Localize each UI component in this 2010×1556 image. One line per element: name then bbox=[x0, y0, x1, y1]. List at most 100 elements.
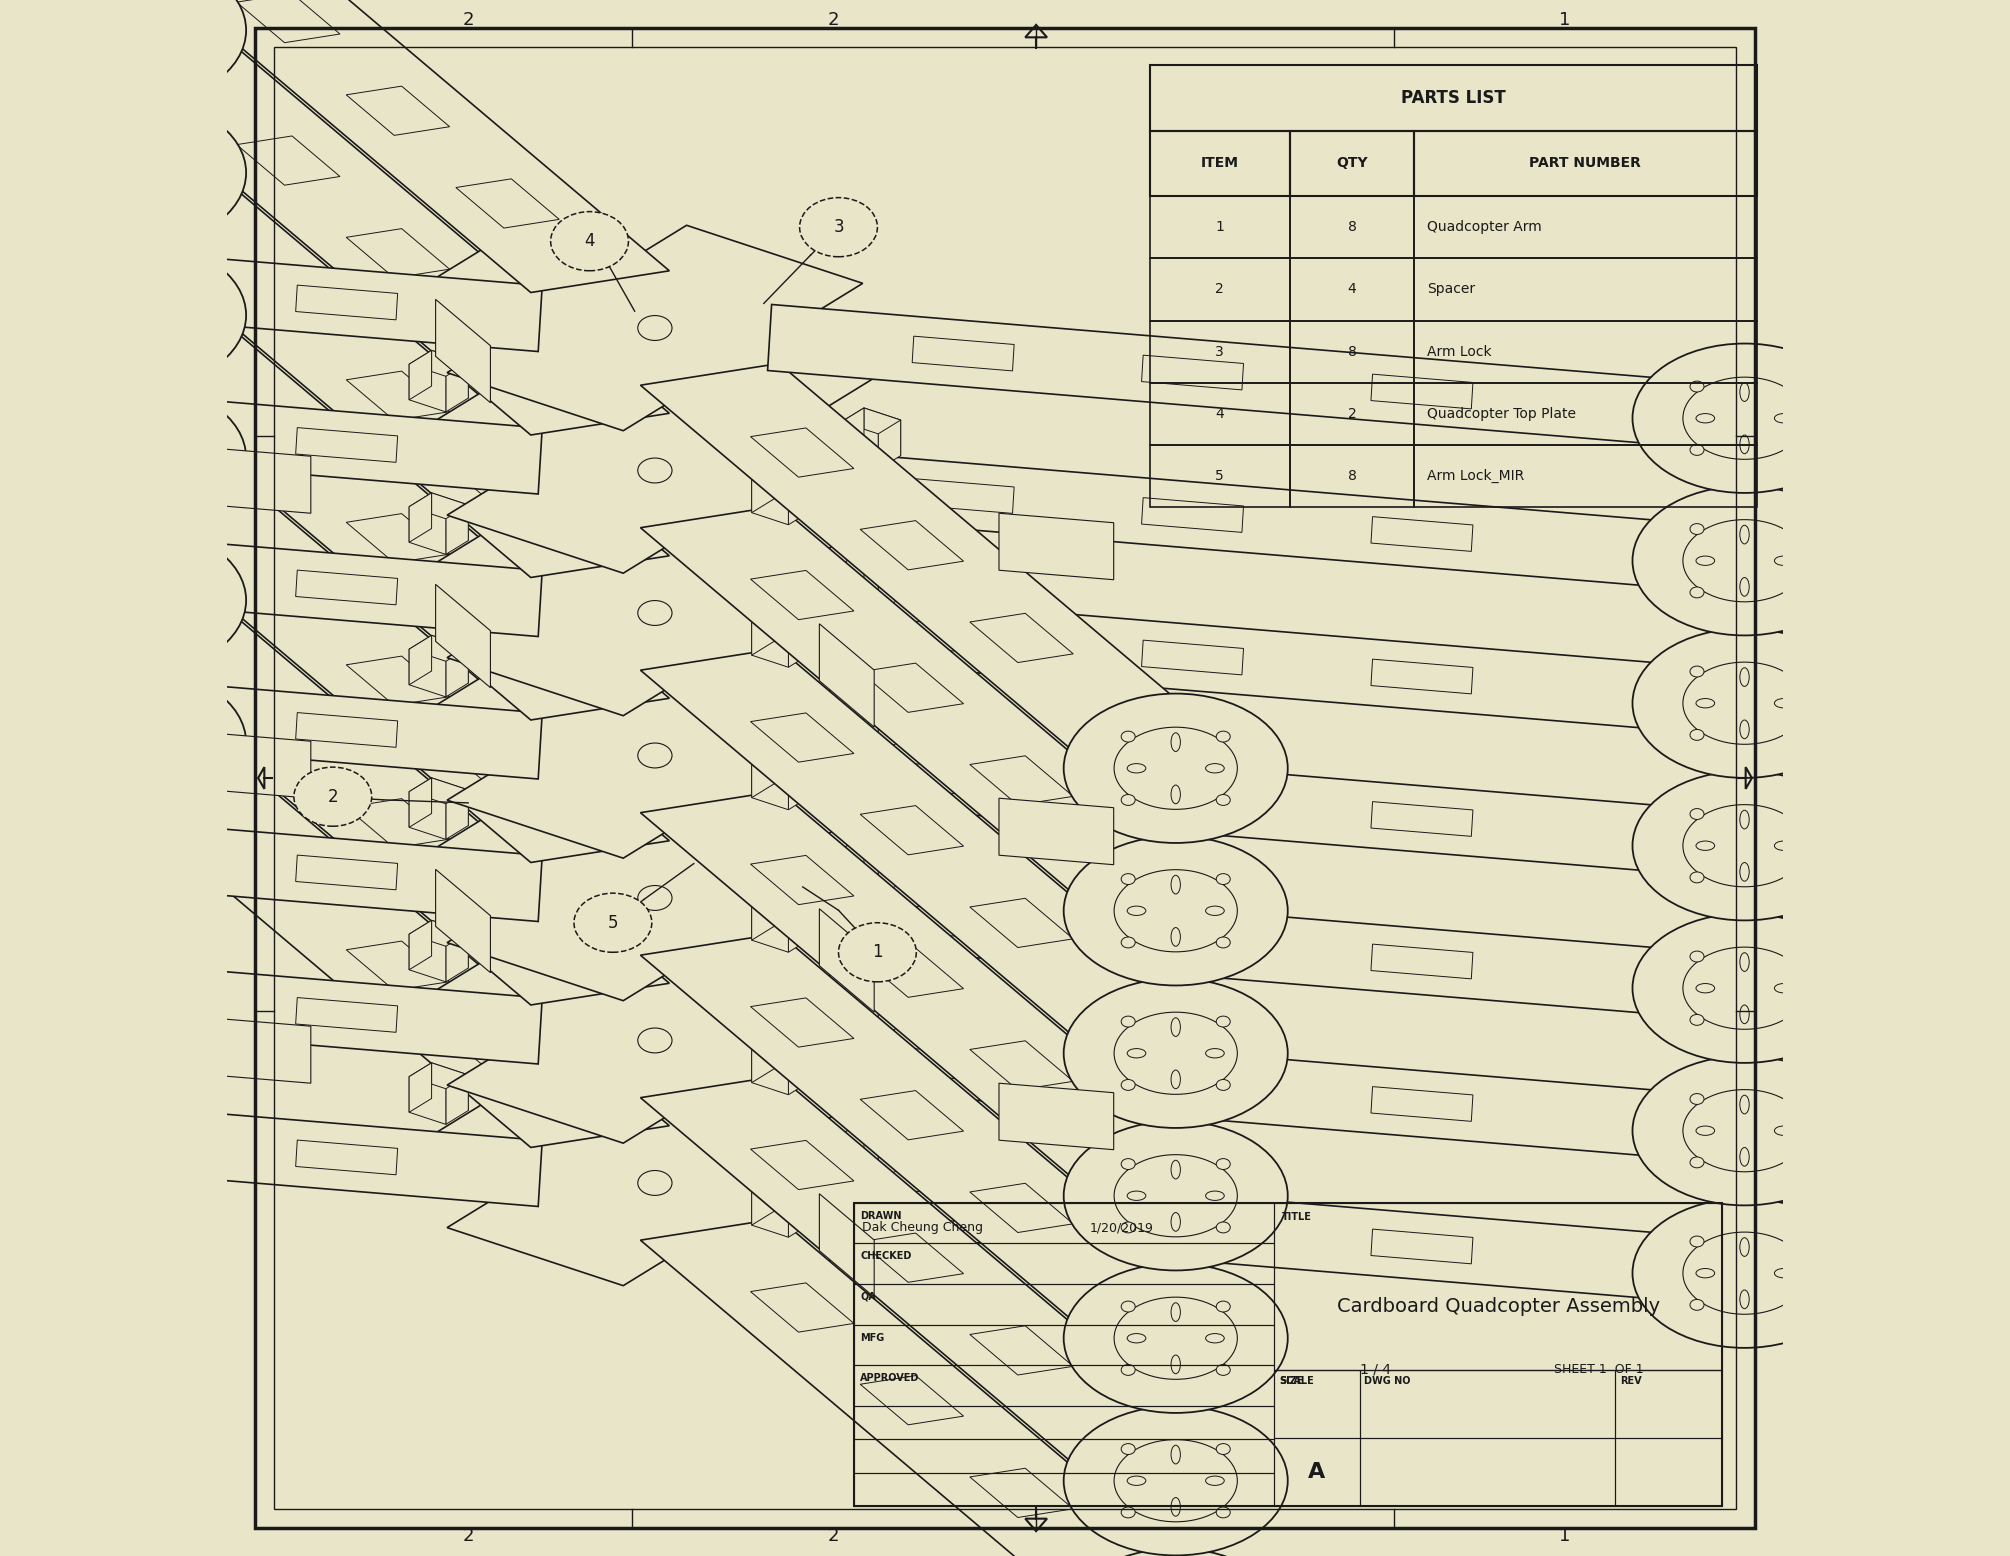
Ellipse shape bbox=[1775, 842, 1793, 851]
Ellipse shape bbox=[1216, 873, 1230, 884]
Ellipse shape bbox=[1128, 1333, 1146, 1343]
Ellipse shape bbox=[165, 168, 183, 177]
Text: ITEM: ITEM bbox=[1200, 157, 1238, 170]
Bar bbox=[1150, 65, 1757, 131]
Polygon shape bbox=[842, 977, 864, 1027]
Polygon shape bbox=[406, 510, 904, 716]
Polygon shape bbox=[774, 1176, 810, 1223]
Polygon shape bbox=[752, 464, 810, 489]
Ellipse shape bbox=[1128, 764, 1146, 773]
Bar bbox=[1274, 1369, 1361, 1438]
Polygon shape bbox=[410, 649, 446, 697]
Polygon shape bbox=[842, 1134, 878, 1183]
Polygon shape bbox=[446, 932, 468, 982]
Polygon shape bbox=[64, 19, 669, 436]
Polygon shape bbox=[456, 1033, 559, 1083]
Polygon shape bbox=[788, 1187, 810, 1237]
Polygon shape bbox=[864, 977, 900, 1025]
Ellipse shape bbox=[80, 627, 94, 638]
Polygon shape bbox=[521, 437, 559, 485]
Ellipse shape bbox=[80, 199, 94, 210]
Ellipse shape bbox=[1775, 555, 1793, 565]
Ellipse shape bbox=[1216, 731, 1230, 742]
Ellipse shape bbox=[1785, 666, 1799, 677]
Polygon shape bbox=[0, 347, 543, 493]
Ellipse shape bbox=[165, 596, 183, 605]
Ellipse shape bbox=[175, 420, 189, 431]
Bar bbox=[1415, 321, 1757, 383]
Ellipse shape bbox=[1785, 1094, 1799, 1105]
Text: APPROVED: APPROVED bbox=[860, 1374, 921, 1383]
Polygon shape bbox=[456, 464, 559, 513]
Polygon shape bbox=[913, 336, 1015, 370]
Polygon shape bbox=[842, 408, 900, 434]
Polygon shape bbox=[788, 475, 810, 524]
Ellipse shape bbox=[1696, 842, 1715, 851]
Polygon shape bbox=[750, 1141, 854, 1190]
Ellipse shape bbox=[1741, 811, 1749, 829]
Polygon shape bbox=[842, 551, 864, 601]
Ellipse shape bbox=[165, 453, 183, 462]
Bar bbox=[1361, 1438, 1616, 1506]
Polygon shape bbox=[752, 619, 788, 668]
Bar bbox=[854, 1203, 1274, 1243]
Ellipse shape bbox=[1690, 381, 1704, 392]
Polygon shape bbox=[498, 865, 521, 915]
Ellipse shape bbox=[1741, 1005, 1749, 1024]
Ellipse shape bbox=[1114, 1155, 1238, 1237]
Ellipse shape bbox=[1632, 913, 1857, 1063]
Ellipse shape bbox=[86, 453, 105, 462]
Ellipse shape bbox=[175, 135, 189, 146]
Polygon shape bbox=[456, 892, 559, 940]
Polygon shape bbox=[842, 1120, 864, 1170]
Ellipse shape bbox=[1172, 1497, 1180, 1516]
Polygon shape bbox=[913, 906, 1015, 941]
Ellipse shape bbox=[800, 198, 878, 257]
Text: REV: REV bbox=[1620, 1376, 1642, 1386]
Polygon shape bbox=[295, 713, 398, 747]
Polygon shape bbox=[498, 722, 521, 772]
Ellipse shape bbox=[1206, 764, 1224, 773]
Ellipse shape bbox=[1114, 1439, 1238, 1522]
Ellipse shape bbox=[1114, 870, 1238, 952]
Polygon shape bbox=[237, 0, 340, 42]
Ellipse shape bbox=[1785, 1235, 1799, 1246]
Text: MFG: MFG bbox=[860, 1332, 884, 1343]
Text: SHEET 1  OF 1: SHEET 1 OF 1 bbox=[1554, 1363, 1644, 1376]
Polygon shape bbox=[768, 447, 1747, 594]
Ellipse shape bbox=[1122, 937, 1136, 948]
Bar bbox=[1290, 131, 1415, 196]
Polygon shape bbox=[999, 798, 1114, 865]
Ellipse shape bbox=[1216, 1016, 1230, 1027]
Polygon shape bbox=[752, 605, 774, 655]
Polygon shape bbox=[66, 694, 169, 728]
Ellipse shape bbox=[1682, 663, 1807, 744]
Polygon shape bbox=[999, 513, 1114, 580]
Polygon shape bbox=[969, 613, 1073, 663]
Ellipse shape bbox=[1690, 1158, 1704, 1169]
Ellipse shape bbox=[1206, 1049, 1224, 1058]
Polygon shape bbox=[346, 513, 450, 563]
Polygon shape bbox=[842, 991, 878, 1039]
Ellipse shape bbox=[1063, 979, 1288, 1128]
Polygon shape bbox=[1142, 355, 1244, 391]
Ellipse shape bbox=[129, 475, 139, 493]
Bar bbox=[854, 1324, 1274, 1366]
Ellipse shape bbox=[1632, 485, 1857, 635]
Polygon shape bbox=[346, 372, 450, 420]
Polygon shape bbox=[1371, 1086, 1473, 1122]
Text: 1: 1 bbox=[872, 943, 882, 962]
Text: Arm Lock_MIR: Arm Lock_MIR bbox=[1427, 468, 1524, 484]
Ellipse shape bbox=[1122, 1506, 1136, 1517]
Ellipse shape bbox=[1632, 772, 1857, 921]
Ellipse shape bbox=[1216, 1080, 1230, 1091]
Bar bbox=[1290, 321, 1415, 383]
Bar bbox=[854, 1243, 1274, 1284]
Polygon shape bbox=[295, 856, 398, 890]
Ellipse shape bbox=[1785, 1158, 1799, 1169]
Polygon shape bbox=[410, 792, 446, 839]
Polygon shape bbox=[860, 948, 963, 997]
Polygon shape bbox=[750, 713, 854, 762]
Polygon shape bbox=[878, 705, 900, 755]
Polygon shape bbox=[410, 920, 432, 969]
